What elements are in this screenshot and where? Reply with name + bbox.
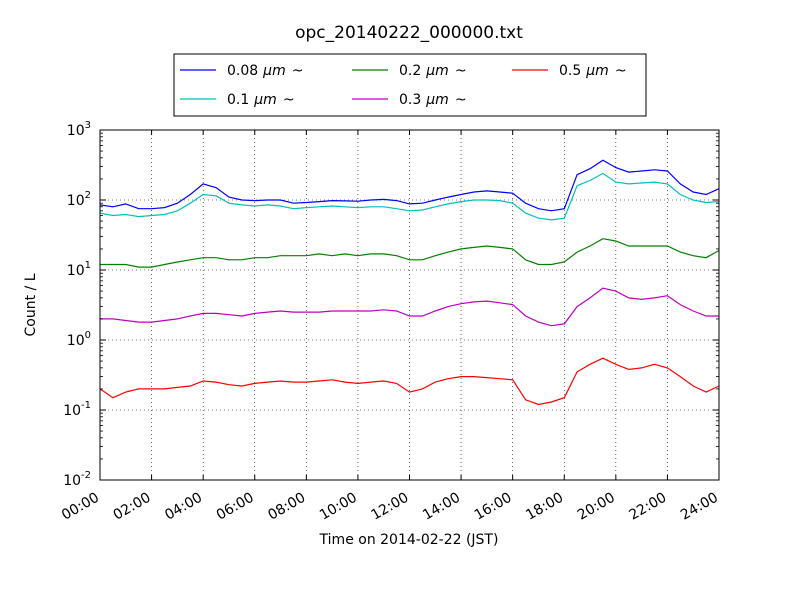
series-line-0 [99, 159, 720, 212]
legend-size: 0.5 [559, 63, 581, 79]
legend-box [173, 53, 647, 117]
y-tick-exponent: 0 [85, 330, 91, 341]
y-tick-exponent: 3 [85, 120, 91, 131]
y-tick-label: 10-1 [63, 400, 91, 419]
y-tick-label: 101 [67, 260, 91, 279]
legend-label: 0.1 μm ~ [227, 92, 295, 108]
plot-lines [99, 159, 720, 406]
y-tick-label: 103 [67, 120, 91, 139]
legend-suffix: ~ [292, 63, 304, 79]
legend-suffix: ~ [615, 63, 627, 79]
legend-unit: μm [425, 92, 449, 108]
y-axis-title: Count / L [23, 273, 39, 336]
legend-label: 0.5 μm ~ [559, 63, 627, 79]
legend-label: 0.3 μm ~ [399, 92, 467, 108]
legend-label: 0.08 μm ~ [227, 63, 303, 79]
chart-title: opc_20140222_000000.txt [295, 23, 523, 43]
legend-label: 0.2 μm ~ [399, 63, 467, 79]
series-line-1 [99, 172, 720, 221]
y-tick-label: 10-2 [63, 470, 91, 489]
y-tick-exponent: 2 [85, 190, 91, 201]
legend-size: 0.3 [399, 92, 421, 108]
legend-suffix: ~ [283, 92, 295, 108]
legend-size: 0.2 [399, 63, 421, 79]
y-tick-base: 10 [67, 263, 85, 279]
y-tick-label: 100 [67, 330, 91, 349]
y-tick-exponent: -2 [81, 470, 91, 481]
series-line-4 [99, 357, 720, 406]
legend-size: 0.08 [227, 63, 258, 79]
y-tick-label: 102 [67, 190, 91, 209]
legend-unit: μm [585, 63, 609, 79]
x-axis-title: Time on 2014-02-22 (JST) [319, 532, 499, 548]
y-tick-base: 10 [63, 473, 81, 489]
plot-area [100, 130, 719, 480]
series-line-3 [100, 287, 719, 327]
series-line-2 [100, 238, 720, 268]
legend-unit: μm [425, 63, 449, 79]
y-tick-base: 10 [67, 123, 85, 139]
y-tick-exponent: -1 [81, 400, 91, 411]
legend: 0.08 μm ~0.1 μm ~0.2 μm ~0.3 μm ~0.5 μm ~ [173, 53, 647, 117]
legend-suffix: ~ [455, 63, 467, 79]
legend-size: 0.1 [227, 92, 249, 108]
y-tick-base: 10 [63, 403, 81, 419]
legend-suffix: ~ [455, 92, 467, 108]
y-tick-exponent: 1 [85, 260, 91, 271]
legend-unit: μm [253, 92, 277, 108]
legend-unit: μm [262, 63, 286, 79]
y-tick-base: 10 [67, 333, 85, 349]
y-tick-base: 10 [67, 193, 85, 209]
